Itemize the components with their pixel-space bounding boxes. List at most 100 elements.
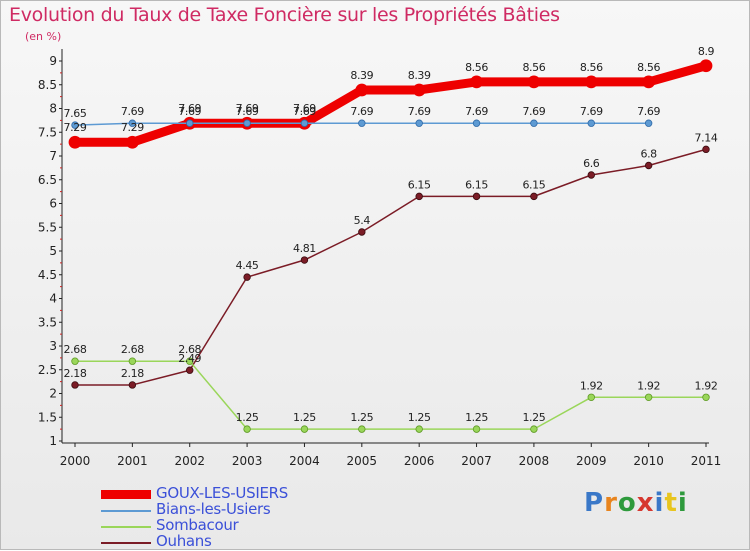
data-point-0 xyxy=(699,59,713,73)
y-tick-label: 2 xyxy=(49,387,57,401)
y-tick-label: 8 xyxy=(49,102,57,116)
data-point-0 xyxy=(527,75,541,89)
data-label: 7.69 xyxy=(465,105,488,118)
x-tick-label: 2003 xyxy=(232,454,263,468)
data-point-1 xyxy=(243,119,251,127)
data-label: 1.25 xyxy=(408,411,431,424)
logo-letter: i xyxy=(654,488,665,518)
data-point-2 xyxy=(186,357,194,365)
data-point-3 xyxy=(472,192,481,201)
y-tick-label: 5 xyxy=(49,244,57,258)
data-point-1 xyxy=(587,119,595,127)
data-point-2 xyxy=(587,393,595,401)
data-point-1 xyxy=(186,119,194,127)
logo-letter: i xyxy=(677,488,688,518)
data-point-3 xyxy=(587,171,595,179)
data-point-2 xyxy=(415,425,423,433)
data-point-2 xyxy=(358,425,366,433)
y-tick-label: 3.5 xyxy=(38,315,57,329)
legend-label: GOUX-LES-USIERS xyxy=(156,484,288,502)
data-point-2 xyxy=(472,425,481,433)
logo-letter: x xyxy=(636,488,655,518)
data-label: 7.69 xyxy=(408,105,431,118)
series-line-3 xyxy=(74,148,707,386)
data-point-1 xyxy=(415,119,423,127)
x-tick-label: 2000 xyxy=(60,454,91,468)
data-label: 1.92 xyxy=(580,379,603,392)
data-point-1 xyxy=(472,119,481,127)
data-point-3 xyxy=(644,161,653,170)
data-point-2 xyxy=(702,393,710,401)
legend-swatch xyxy=(101,526,151,528)
data-label: 7.69 xyxy=(580,105,603,118)
logo-letter: P xyxy=(584,488,605,518)
data-point-3 xyxy=(702,145,710,154)
x-tick-label: 2008 xyxy=(519,454,550,468)
data-point-0 xyxy=(584,75,598,89)
y-tick-label: 6 xyxy=(49,197,57,211)
data-point-2 xyxy=(243,425,251,433)
data-point-1 xyxy=(530,119,538,127)
data-point-3 xyxy=(415,192,423,201)
data-label: 6.15 xyxy=(522,178,545,191)
data-point-2 xyxy=(71,357,79,365)
data-point-3 xyxy=(358,228,366,236)
data-point-1 xyxy=(128,119,137,127)
x-tick-label: 2011 xyxy=(691,454,722,468)
legend-label: Ouhans xyxy=(156,532,212,550)
data-label: 1.25 xyxy=(236,411,259,424)
y-tick-label: 3 xyxy=(49,339,57,353)
data-label: 8.39 xyxy=(408,69,431,82)
y-tick-label: 7 xyxy=(49,149,57,163)
data-label: 2.18 xyxy=(121,367,144,380)
data-point-1 xyxy=(644,119,653,127)
y-tick-label: 5.5 xyxy=(38,220,57,234)
data-label: 1.92 xyxy=(695,379,718,392)
data-label: 7.69 xyxy=(522,105,545,118)
data-point-2 xyxy=(530,425,538,433)
data-label: 5.4 xyxy=(354,214,371,227)
data-label: 8.56 xyxy=(580,61,603,74)
data-label: 1.25 xyxy=(465,411,488,424)
data-label: 6.15 xyxy=(465,178,488,191)
legend-swatch xyxy=(101,510,151,512)
data-label: 2.18 xyxy=(64,367,87,380)
data-point-1 xyxy=(71,121,79,129)
x-tick-label: 2007 xyxy=(461,454,492,468)
legend-swatch xyxy=(101,490,151,499)
data-label: 8.9 xyxy=(698,45,715,58)
data-label: 7.69 xyxy=(121,105,144,118)
data-label: 2.68 xyxy=(178,343,201,356)
data-point-2 xyxy=(300,425,309,433)
logo-letter: t xyxy=(664,488,678,518)
data-label: 7.29 xyxy=(64,121,87,134)
data-label: 7.69 xyxy=(178,105,201,118)
data-label: 4.45 xyxy=(236,259,259,272)
data-label: 1.25 xyxy=(350,411,373,424)
data-point-0 xyxy=(642,75,656,89)
data-point-1 xyxy=(358,119,366,127)
series-line-0 xyxy=(70,61,711,147)
y-tick-label: 9 xyxy=(49,54,57,68)
data-label: 4.81 xyxy=(293,242,316,255)
data-point-2 xyxy=(128,357,137,365)
data-label: 8.39 xyxy=(350,69,373,82)
y-tick-label: 4 xyxy=(49,292,57,306)
data-label: 7.69 xyxy=(236,102,259,115)
data-label: 7.69 xyxy=(178,102,201,115)
data-label: 8.56 xyxy=(465,61,488,74)
data-label: 6.15 xyxy=(408,178,431,191)
x-tick-label: 2010 xyxy=(633,454,664,468)
data-point-3 xyxy=(186,366,194,374)
data-point-3 xyxy=(300,256,309,264)
data-point-0 xyxy=(355,83,369,97)
data-label: 8.56 xyxy=(637,61,660,74)
y-tick-label: 4.5 xyxy=(38,268,57,282)
y-tick-label: 7.5 xyxy=(38,125,57,139)
y-tick-label: 2.5 xyxy=(38,363,57,377)
x-tick-label: 2006 xyxy=(404,454,435,468)
logo-letter: r xyxy=(604,488,618,518)
x-tick-label: 2004 xyxy=(289,454,320,468)
data-label: 7.69 xyxy=(293,105,316,118)
